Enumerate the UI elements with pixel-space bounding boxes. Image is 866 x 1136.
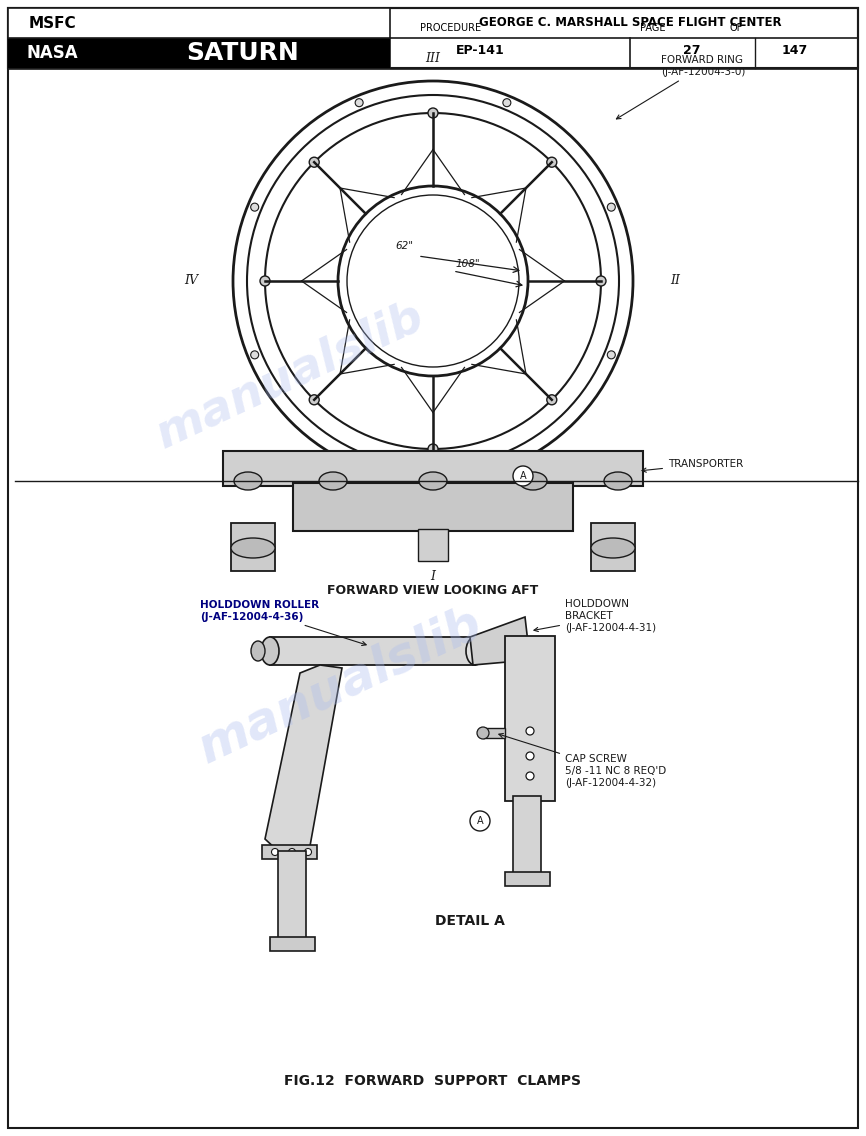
Ellipse shape bbox=[591, 538, 635, 558]
Text: I: I bbox=[430, 569, 436, 583]
Bar bbox=[278, 851, 306, 941]
Circle shape bbox=[428, 108, 438, 118]
Text: NASA: NASA bbox=[26, 44, 78, 62]
Circle shape bbox=[288, 849, 295, 855]
Circle shape bbox=[260, 276, 270, 286]
Polygon shape bbox=[470, 617, 530, 665]
Bar bbox=[505, 872, 550, 886]
Ellipse shape bbox=[231, 538, 275, 558]
Circle shape bbox=[272, 849, 279, 855]
Ellipse shape bbox=[419, 471, 447, 490]
Text: PROCEDURE: PROCEDURE bbox=[420, 23, 481, 33]
Ellipse shape bbox=[251, 641, 265, 661]
Circle shape bbox=[546, 157, 557, 167]
Text: IV: IV bbox=[184, 275, 198, 287]
Circle shape bbox=[305, 849, 312, 855]
Text: TRANSPORTER: TRANSPORTER bbox=[642, 459, 743, 473]
Circle shape bbox=[470, 811, 490, 832]
Bar bbox=[223, 451, 643, 486]
Bar bbox=[483, 728, 505, 738]
Text: II: II bbox=[670, 275, 680, 287]
Ellipse shape bbox=[319, 471, 347, 490]
Text: 62": 62" bbox=[395, 241, 413, 251]
Circle shape bbox=[503, 456, 511, 463]
Bar bbox=[8, 8, 858, 68]
Text: OF: OF bbox=[730, 23, 743, 33]
Bar bbox=[270, 937, 315, 951]
Circle shape bbox=[607, 351, 616, 359]
Text: CAP SCREW
5/8 -11 NC 8 REQ'D
(J-AF-12004-4-32): CAP SCREW 5/8 -11 NC 8 REQ'D (J-AF-12004… bbox=[499, 734, 666, 787]
Bar bbox=[262, 845, 317, 859]
Ellipse shape bbox=[261, 637, 279, 665]
Text: 27: 27 bbox=[683, 44, 701, 58]
Bar bbox=[505, 636, 555, 801]
Bar bbox=[513, 796, 541, 876]
Circle shape bbox=[526, 752, 534, 760]
Bar bbox=[231, 523, 275, 571]
Circle shape bbox=[596, 276, 606, 286]
Text: FORWARD VIEW LOOKING AFT: FORWARD VIEW LOOKING AFT bbox=[327, 585, 539, 598]
Bar bbox=[418, 529, 448, 561]
Circle shape bbox=[607, 203, 616, 211]
Circle shape bbox=[250, 203, 259, 211]
Ellipse shape bbox=[466, 637, 484, 665]
Ellipse shape bbox=[477, 727, 489, 740]
Text: PAGE: PAGE bbox=[640, 23, 665, 33]
Text: MSFC: MSFC bbox=[29, 16, 76, 31]
Text: 147: 147 bbox=[782, 44, 808, 58]
Ellipse shape bbox=[234, 471, 262, 490]
Circle shape bbox=[428, 444, 438, 454]
Text: A: A bbox=[476, 816, 483, 826]
Text: III: III bbox=[425, 52, 441, 66]
Circle shape bbox=[309, 395, 320, 404]
Circle shape bbox=[309, 157, 320, 167]
Circle shape bbox=[355, 456, 363, 463]
Bar bbox=[8, 8, 390, 68]
Text: manualslib: manualslib bbox=[191, 599, 489, 772]
Circle shape bbox=[546, 395, 557, 404]
Text: GEORGE C. MARSHALL SPACE FLIGHT CENTER: GEORGE C. MARSHALL SPACE FLIGHT CENTER bbox=[479, 16, 781, 28]
Text: FIG.12  FORWARD  SUPPORT  CLAMPS: FIG.12 FORWARD SUPPORT CLAMPS bbox=[285, 1074, 581, 1088]
Circle shape bbox=[503, 99, 511, 107]
Text: DETAIL A: DETAIL A bbox=[435, 914, 505, 928]
Text: EP-141: EP-141 bbox=[456, 44, 504, 58]
Text: HOLDDOWN
BRACKET
(J-AF-12004-4-31): HOLDDOWN BRACKET (J-AF-12004-4-31) bbox=[534, 600, 656, 633]
Text: SATURN: SATURN bbox=[187, 41, 300, 65]
Text: A: A bbox=[520, 471, 527, 481]
Circle shape bbox=[526, 772, 534, 780]
Text: manualslib: manualslib bbox=[149, 294, 431, 458]
Bar bbox=[95, 37, 390, 68]
Text: HOLDDOWN ROLLER
(J-AF-12004-4-36): HOLDDOWN ROLLER (J-AF-12004-4-36) bbox=[200, 600, 366, 645]
Circle shape bbox=[250, 351, 259, 359]
Text: FORWARD RING
(J-AF-12004-3-0): FORWARD RING (J-AF-12004-3-0) bbox=[617, 56, 746, 119]
Circle shape bbox=[355, 99, 363, 107]
Bar bbox=[270, 637, 475, 665]
Polygon shape bbox=[265, 665, 342, 851]
Bar bbox=[591, 523, 635, 571]
Text: 108": 108" bbox=[455, 259, 480, 269]
Ellipse shape bbox=[519, 471, 547, 490]
Circle shape bbox=[526, 727, 534, 735]
Circle shape bbox=[513, 466, 533, 486]
Bar bbox=[8, 37, 95, 68]
Bar bbox=[293, 483, 573, 531]
Ellipse shape bbox=[604, 471, 632, 490]
